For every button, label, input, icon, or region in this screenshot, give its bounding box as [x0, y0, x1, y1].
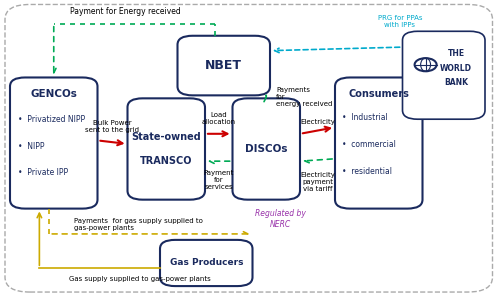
- Text: NBET: NBET: [206, 59, 242, 72]
- Text: •  commercial: • commercial: [342, 140, 396, 149]
- Text: WORLD: WORLD: [440, 64, 472, 73]
- Text: Electricity: Electricity: [300, 119, 335, 125]
- Text: Payments
for
energy received: Payments for energy received: [276, 87, 332, 107]
- Text: Consumers: Consumers: [348, 89, 409, 99]
- Text: •  Private IPP: • Private IPP: [18, 168, 68, 177]
- Text: •  residential: • residential: [342, 167, 392, 176]
- Text: State-owned: State-owned: [132, 132, 201, 142]
- Text: Gas Producers: Gas Producers: [170, 258, 243, 268]
- Text: •  Industrial: • Industrial: [342, 113, 388, 122]
- FancyBboxPatch shape: [10, 77, 98, 209]
- Text: Payment
for
services: Payment for services: [204, 170, 234, 190]
- Text: Payment for Energy received: Payment for Energy received: [70, 7, 180, 16]
- Text: Payments  for gas supply supplied to
gas-power plants: Payments for gas supply supplied to gas-…: [74, 218, 203, 231]
- Text: THE: THE: [448, 49, 464, 58]
- Text: •  Privatized NIPP: • Privatized NIPP: [18, 115, 84, 124]
- Text: Gas supply supplied to gas-power plants: Gas supply supplied to gas-power plants: [70, 276, 211, 282]
- FancyBboxPatch shape: [160, 240, 252, 286]
- Text: BANK: BANK: [444, 78, 468, 87]
- Text: Regulated by
NERC: Regulated by NERC: [254, 209, 306, 229]
- FancyBboxPatch shape: [402, 31, 485, 119]
- FancyBboxPatch shape: [232, 98, 300, 200]
- Text: Bulk Power
sent to the grid: Bulk Power sent to the grid: [86, 120, 140, 133]
- Text: •  NIPP: • NIPP: [18, 142, 44, 150]
- FancyBboxPatch shape: [335, 77, 422, 209]
- Text: Electricity
payment
via tariff: Electricity payment via tariff: [300, 172, 335, 192]
- FancyBboxPatch shape: [128, 98, 205, 200]
- Text: GENCOs: GENCOs: [30, 89, 77, 99]
- FancyBboxPatch shape: [178, 36, 270, 95]
- FancyBboxPatch shape: [5, 4, 492, 292]
- Text: Load
allocation: Load allocation: [202, 112, 236, 125]
- Text: TRANSCO: TRANSCO: [140, 156, 192, 166]
- Text: DISCOs: DISCOs: [245, 144, 288, 154]
- Text: PRG for PPAs
with IPPs: PRG for PPAs with IPPs: [378, 15, 422, 28]
